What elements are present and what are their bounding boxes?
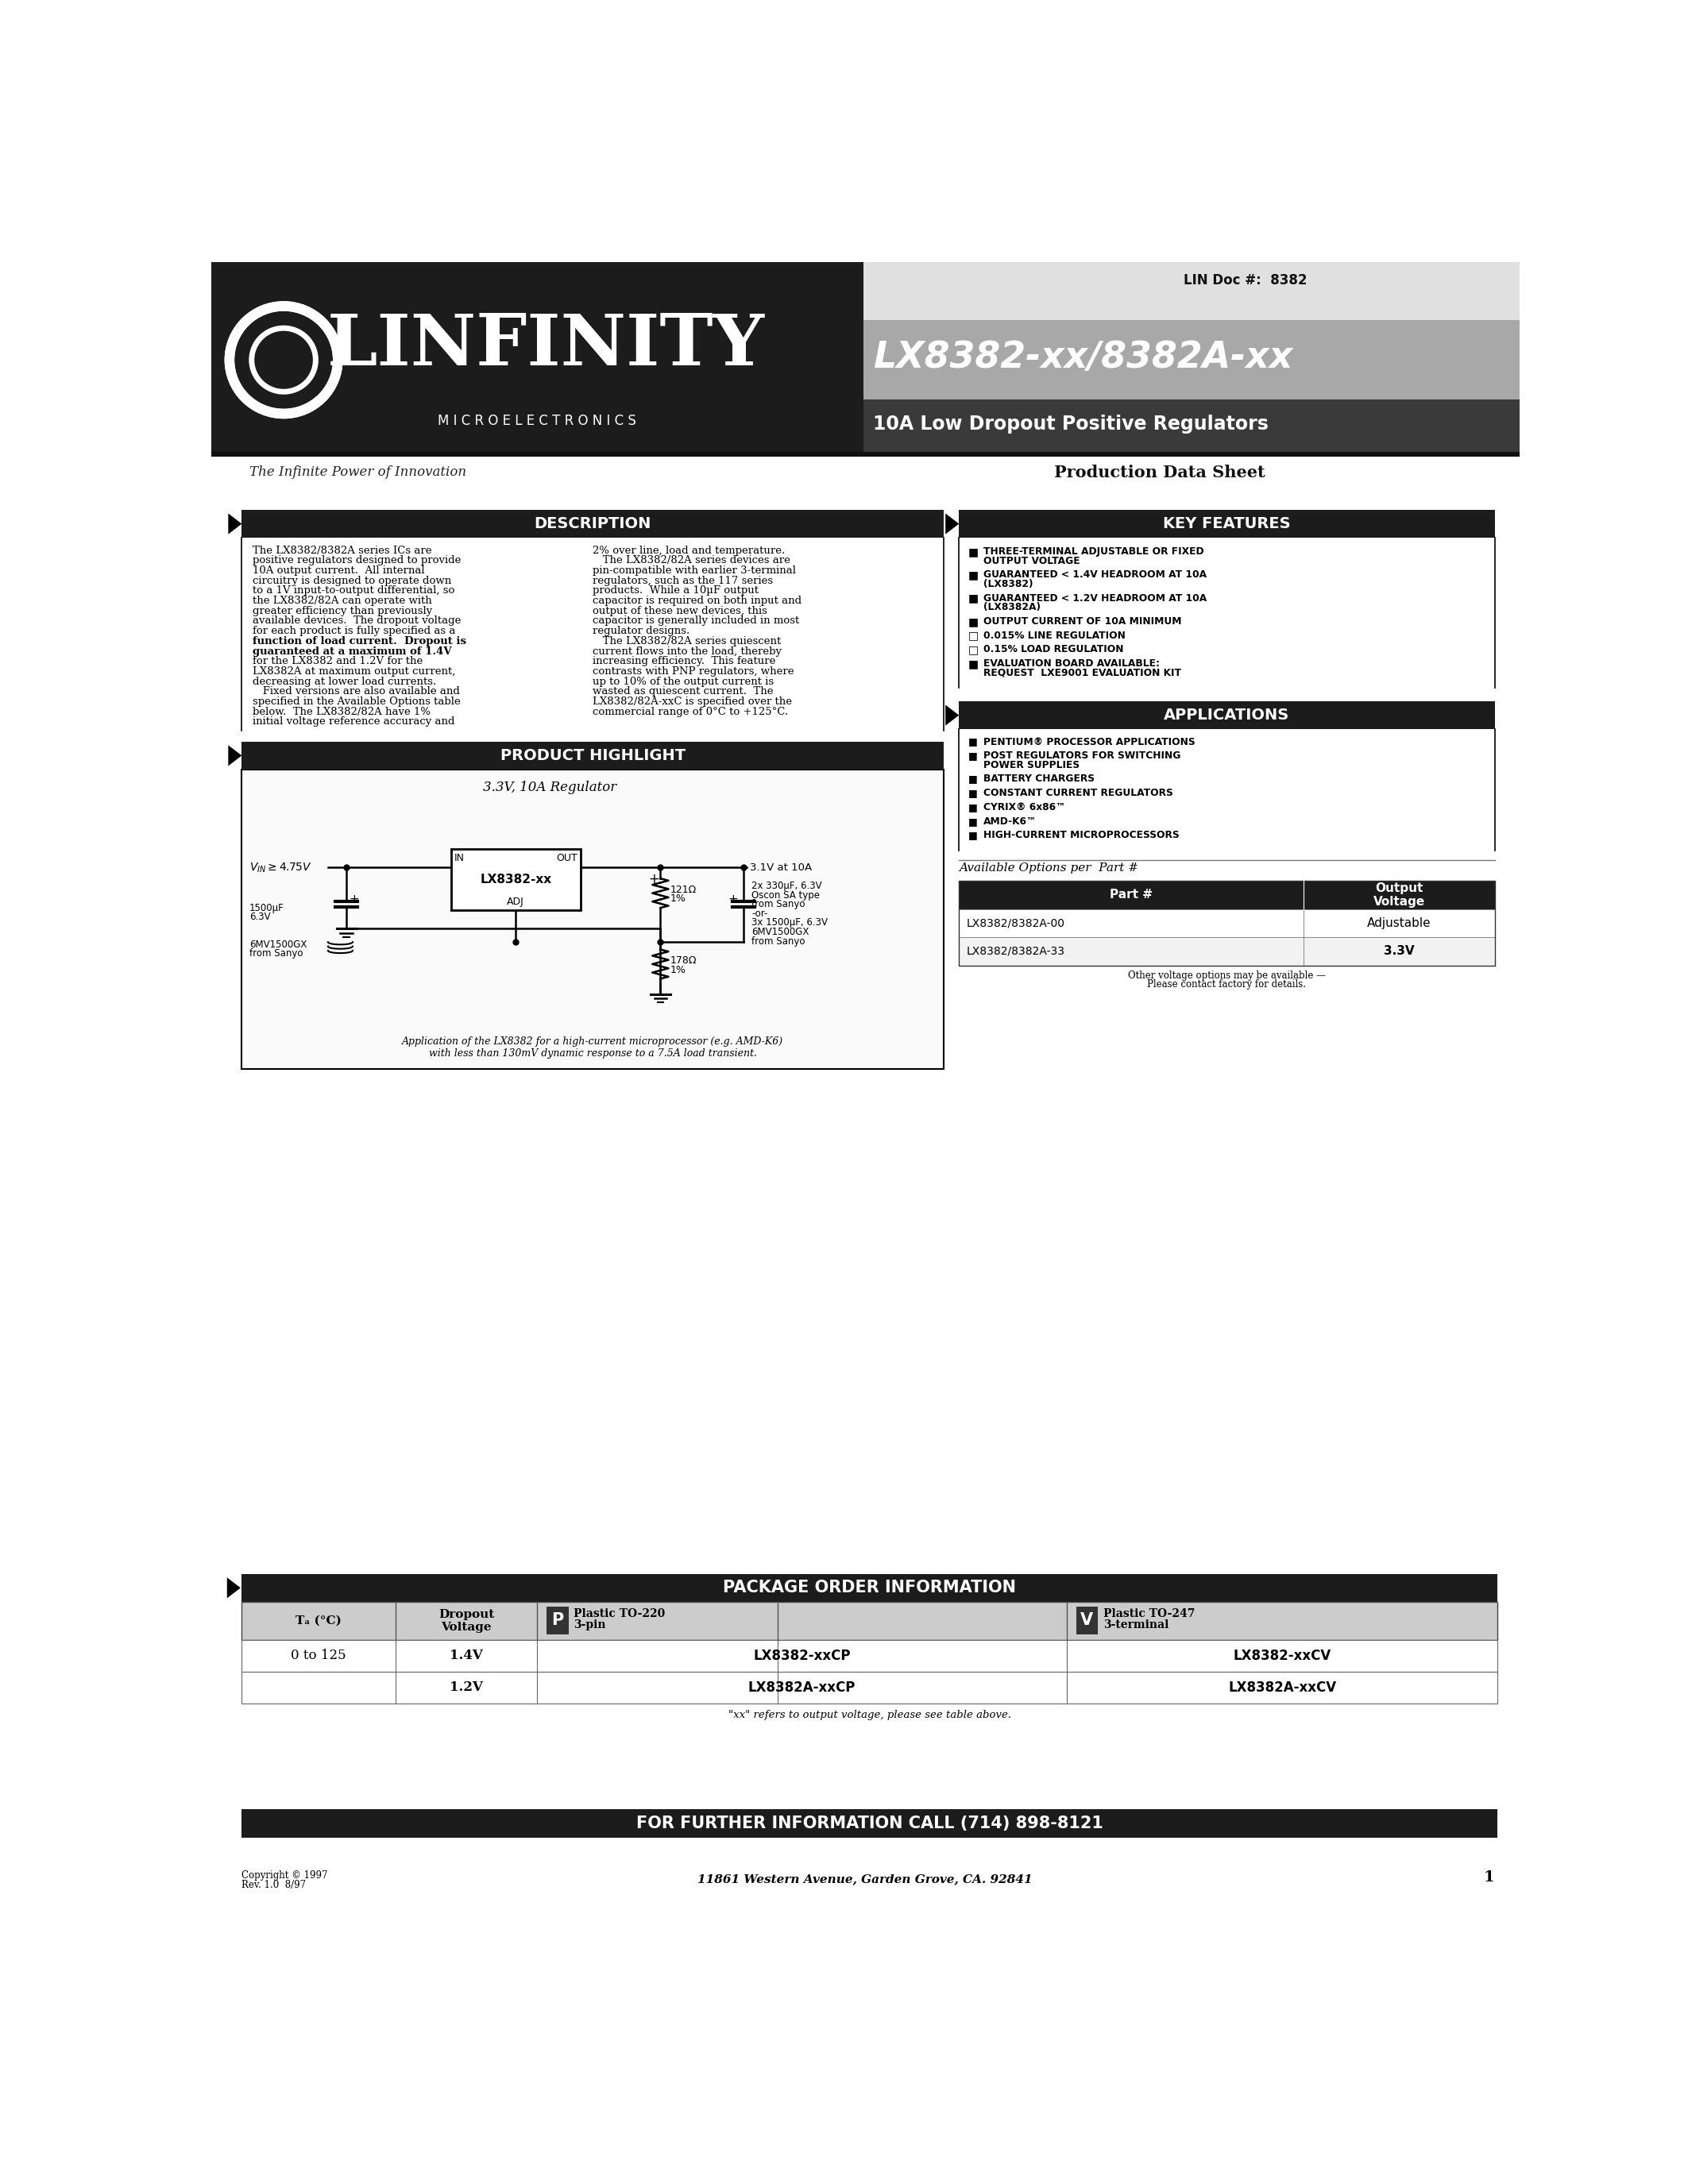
- Text: +: +: [648, 871, 658, 887]
- Text: 3.3V, 10A Regulator: 3.3V, 10A Regulator: [483, 780, 616, 795]
- Text: for the LX8382 and 1.2V for the: for the LX8382 and 1.2V for the: [253, 655, 424, 666]
- Text: 3.3V: 3.3V: [1384, 946, 1415, 957]
- Text: 121Ω: 121Ω: [670, 885, 697, 895]
- Text: V: V: [1080, 1612, 1094, 1629]
- Text: LIN Doc #:  8382: LIN Doc #: 8382: [1183, 273, 1307, 288]
- Text: to a 1V input-to-output differential, so: to a 1V input-to-output differential, so: [253, 585, 456, 596]
- Text: M I C R O E L E C T R O N I C S: M I C R O E L E C T R O N I C S: [439, 413, 636, 428]
- Text: 11861 Western Avenue, Garden Grove, CA. 92841: 11861 Western Avenue, Garden Grove, CA. …: [697, 1874, 1033, 1885]
- Text: 1%: 1%: [670, 893, 685, 904]
- Text: The LX8382/82A series quiescent: The LX8382/82A series quiescent: [592, 636, 782, 646]
- Text: initial voltage reference accuracy and: initial voltage reference accuracy and: [253, 716, 456, 727]
- Text: commercial range of 0°C to +125°C.: commercial range of 0°C to +125°C.: [592, 708, 788, 716]
- Text: Plastic TO-220: Plastic TO-220: [574, 1610, 665, 1621]
- Polygon shape: [226, 1577, 241, 1599]
- Text: 10A output current.  All internal: 10A output current. All internal: [253, 566, 425, 577]
- Circle shape: [252, 328, 316, 391]
- Text: 3.1V at 10A: 3.1V at 10A: [749, 863, 812, 874]
- Text: decreasing at lower load currents.: decreasing at lower load currents.: [253, 677, 437, 686]
- Text: from Sanyo: from Sanyo: [751, 900, 805, 909]
- Bar: [241, 769, 944, 1070]
- Text: Available Options per  Part #: Available Options per Part #: [959, 863, 1138, 874]
- Text: 0.15% LOAD REGULATION: 0.15% LOAD REGULATION: [984, 644, 1124, 655]
- Text: LX8382-xx/8382A-xx: LX8382-xx/8382A-xx: [873, 341, 1293, 376]
- Text: for each product is fully specified as a: for each product is fully specified as a: [253, 627, 456, 636]
- Text: 0 to 125: 0 to 125: [290, 1649, 346, 1662]
- Text: 1.2V: 1.2V: [449, 1682, 483, 1695]
- Text: LX8382A at maximum output current,: LX8382A at maximum output current,: [253, 666, 456, 677]
- Polygon shape: [228, 513, 241, 535]
- Text: 6.3V: 6.3V: [250, 911, 270, 922]
- Bar: [864, 400, 1519, 452]
- Text: 3-terminal: 3-terminal: [1102, 1621, 1168, 1631]
- Text: AMD-K6™: AMD-K6™: [984, 817, 1036, 826]
- Text: 1: 1: [1484, 1870, 1494, 1885]
- Text: PRODUCT HIGHLIGHT: PRODUCT HIGHLIGHT: [500, 749, 685, 762]
- Text: Oscon SA type: Oscon SA type: [751, 891, 820, 900]
- Text: function of load current.  Dropout is: function of load current. Dropout is: [253, 636, 466, 646]
- Text: LX8382-xxCP: LX8382-xxCP: [753, 1649, 851, 1662]
- Bar: [959, 880, 1494, 909]
- Bar: [959, 701, 1494, 729]
- Text: ■: ■: [969, 657, 979, 670]
- Text: GUARANTEED < 1.2V HEADROOM AT 10A: GUARANTEED < 1.2V HEADROOM AT 10A: [984, 592, 1207, 603]
- Text: Tₐ (°C): Tₐ (°C): [295, 1616, 341, 1627]
- Text: GUARANTEED < 1.4V HEADROOM AT 10A: GUARANTEED < 1.4V HEADROOM AT 10A: [984, 570, 1207, 581]
- Text: The LX8382/82A series devices are: The LX8382/82A series devices are: [592, 555, 790, 566]
- Text: regulators, such as the 117 series: regulators, such as the 117 series: [592, 577, 773, 585]
- Bar: [211, 452, 1519, 456]
- Bar: [241, 1601, 1497, 1640]
- Text: POWER SUPPLIES: POWER SUPPLIES: [984, 760, 1080, 771]
- Text: OUTPUT VOLTAGE: OUTPUT VOLTAGE: [984, 555, 1080, 566]
- Bar: [959, 509, 1494, 537]
- Text: The Infinite Power of Innovation: The Infinite Power of Innovation: [250, 465, 466, 478]
- Circle shape: [252, 328, 316, 391]
- Bar: [241, 1808, 1497, 1837]
- Text: +: +: [349, 893, 360, 904]
- Text: greater efficiency than previously: greater efficiency than previously: [253, 605, 432, 616]
- Text: REQUEST  LXE9001 EVALUATION KIT: REQUEST LXE9001 EVALUATION KIT: [984, 668, 1182, 677]
- Text: ■: ■: [969, 736, 977, 747]
- Text: pin-compatible with earlier 3-terminal: pin-compatible with earlier 3-terminal: [592, 566, 797, 577]
- Text: OUTPUT CURRENT OF 10A MINIMUM: OUTPUT CURRENT OF 10A MINIMUM: [984, 616, 1182, 627]
- Text: Application of the LX8382 for a high-current microprocessor (e.g. AMD-K6)
with l: Application of the LX8382 for a high-cur…: [402, 1035, 783, 1059]
- Bar: [241, 509, 944, 537]
- Text: Adjustable: Adjustable: [1367, 917, 1431, 928]
- Bar: [959, 909, 1494, 937]
- Text: +: +: [728, 893, 738, 904]
- Text: The LX8382/8382A series ICs are: The LX8382/8382A series ICs are: [253, 546, 432, 555]
- Text: guaranteed at a maximum of 1.4V: guaranteed at a maximum of 1.4V: [253, 646, 452, 657]
- Polygon shape: [945, 513, 959, 535]
- Text: 6MV1500GX: 6MV1500GX: [751, 926, 809, 937]
- Polygon shape: [284, 323, 319, 397]
- Text: ADJ: ADJ: [506, 898, 525, 906]
- Text: 0.015% LINE REGULATION: 0.015% LINE REGULATION: [984, 631, 1126, 640]
- Text: "xx" refers to output voltage, please see table above.: "xx" refers to output voltage, please se…: [728, 1710, 1011, 1719]
- Text: available devices.  The dropout voltage: available devices. The dropout voltage: [253, 616, 461, 627]
- Text: LX8382/82A-xxC is specified over the: LX8382/82A-xxC is specified over the: [592, 697, 792, 708]
- Text: 1%: 1%: [670, 965, 685, 974]
- Text: HIGH-CURRENT MICROPROCESSORS: HIGH-CURRENT MICROPROCESSORS: [984, 830, 1180, 841]
- Bar: [211, 456, 1519, 489]
- Text: ■: ■: [969, 817, 977, 826]
- Text: LX8382-xxCV: LX8382-xxCV: [1234, 1649, 1332, 1662]
- Text: Fixed versions are also available and: Fixed versions are also available and: [253, 686, 461, 697]
- Text: 2x 330µF, 6.3V: 2x 330µF, 6.3V: [751, 880, 822, 891]
- Text: CYRIX® 6x86™: CYRIX® 6x86™: [984, 802, 1065, 812]
- Text: 10A Low Dropout Positive Regulators: 10A Low Dropout Positive Regulators: [873, 415, 1268, 435]
- Text: (LX8382): (LX8382): [984, 579, 1033, 590]
- Text: 1.4V: 1.4V: [451, 1649, 483, 1662]
- Text: ■: ■: [969, 751, 977, 760]
- Text: □: □: [969, 631, 979, 642]
- Text: LX8382A-xxCV: LX8382A-xxCV: [1229, 1679, 1337, 1695]
- Bar: [241, 743, 944, 769]
- Bar: [241, 1640, 1497, 1671]
- Polygon shape: [945, 705, 959, 725]
- Text: IN: IN: [454, 852, 464, 863]
- Text: capacitor is required on both input and: capacitor is required on both input and: [592, 596, 802, 605]
- Text: 3-pin: 3-pin: [574, 1621, 606, 1631]
- Text: (LX8382A): (LX8382A): [984, 603, 1041, 612]
- Text: LX8382A-xxCP: LX8382A-xxCP: [748, 1679, 856, 1695]
- Text: wasted as quiescent current.  The: wasted as quiescent current. The: [592, 686, 773, 697]
- Text: FOR FURTHER INFORMATION CALL (714) 898-8121: FOR FURTHER INFORMATION CALL (714) 898-8…: [636, 1815, 1104, 1830]
